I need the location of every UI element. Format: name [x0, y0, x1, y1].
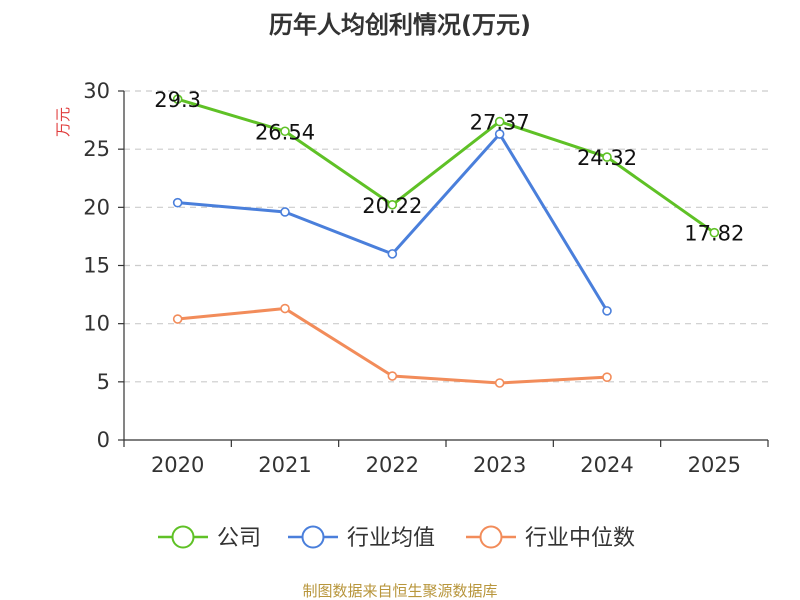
data-point-行业均值-2021	[280, 207, 290, 217]
series-line-公司	[177, 97, 716, 234]
data-point-行业均值-2024	[602, 306, 612, 316]
data-point-行业均值-2023	[494, 129, 505, 139]
data-point-行业中位数-2024	[602, 372, 612, 382]
data-point-公司-2022	[387, 199, 398, 210]
data-point-公司-2023	[494, 116, 505, 127]
x-tick-label-2021: 2021	[258, 453, 311, 477]
data-point-公司-2021	[280, 126, 290, 137]
data-point-行业中位数-2022	[387, 371, 398, 381]
legend-item-公司[interactable]: 公司	[158, 525, 261, 551]
x-tick-label-2020: 2020	[151, 453, 204, 477]
data-point-行业均值-2022	[387, 249, 398, 259]
y-tick-label: 15	[83, 254, 110, 278]
data-label-2021: 26.54	[255, 120, 315, 144]
y-tick-label: 25	[83, 137, 110, 161]
source-note: 制图数据来自恒生聚源数据库	[302, 582, 497, 600]
data-point-公司-2020	[172, 94, 183, 104]
data-point-行业中位数-2020	[172, 314, 183, 324]
data-point-行业均值-2020	[172, 197, 183, 208]
legend-item-行业中位数[interactable]: 行业中位数	[466, 525, 635, 551]
legend-marker-icon	[301, 525, 325, 549]
legend-label: 公司	[217, 526, 261, 551]
legend-label: 行业中位数	[525, 526, 635, 551]
data-point-行业中位数-2023	[494, 378, 505, 388]
legend-marker-icon	[171, 525, 195, 549]
data-point-行业中位数-2021	[280, 303, 290, 314]
legend-marker-icon	[479, 525, 503, 549]
x-tick-label-2023: 2023	[473, 453, 526, 477]
data-labels: 29.3 26.54 20.22 27.37 24.32 17.82	[154, 88, 744, 246]
legend-label: 行业均值	[347, 526, 435, 551]
data-point-公司-2025	[709, 227, 720, 238]
x-tick-label-2025: 2025	[688, 453, 741, 477]
data-label-2023: 27.37	[470, 111, 530, 135]
data-label-2020: 29.3	[154, 88, 201, 112]
chart-title: 历年人均创利情况(万元)	[269, 11, 531, 39]
data-label-2025: 17.82	[684, 222, 744, 246]
data-label-2024: 24.32	[577, 146, 637, 170]
y-axis-label: 万元	[54, 107, 72, 137]
y-tick-label: 10	[83, 312, 110, 336]
x-tick-label-2024: 2024	[580, 453, 633, 477]
data-point-公司-2024	[602, 152, 612, 162]
y-tick-label: 5	[97, 370, 110, 394]
y-tick-label: 20	[83, 195, 110, 219]
x-tick-label-2022: 2022	[366, 453, 419, 477]
data-label-2022: 20.22	[362, 194, 422, 218]
legend[interactable]: 公司 行业均值 行业中位数	[158, 525, 635, 551]
y-tick-label: 30	[83, 79, 110, 103]
series-group	[172, 94, 720, 388]
y-tick-label: 0	[97, 428, 110, 452]
legend-item-行业均值[interactable]: 行业均值	[288, 525, 435, 551]
grid-lines	[124, 90, 768, 383]
series-line-行业均值	[177, 132, 609, 312]
